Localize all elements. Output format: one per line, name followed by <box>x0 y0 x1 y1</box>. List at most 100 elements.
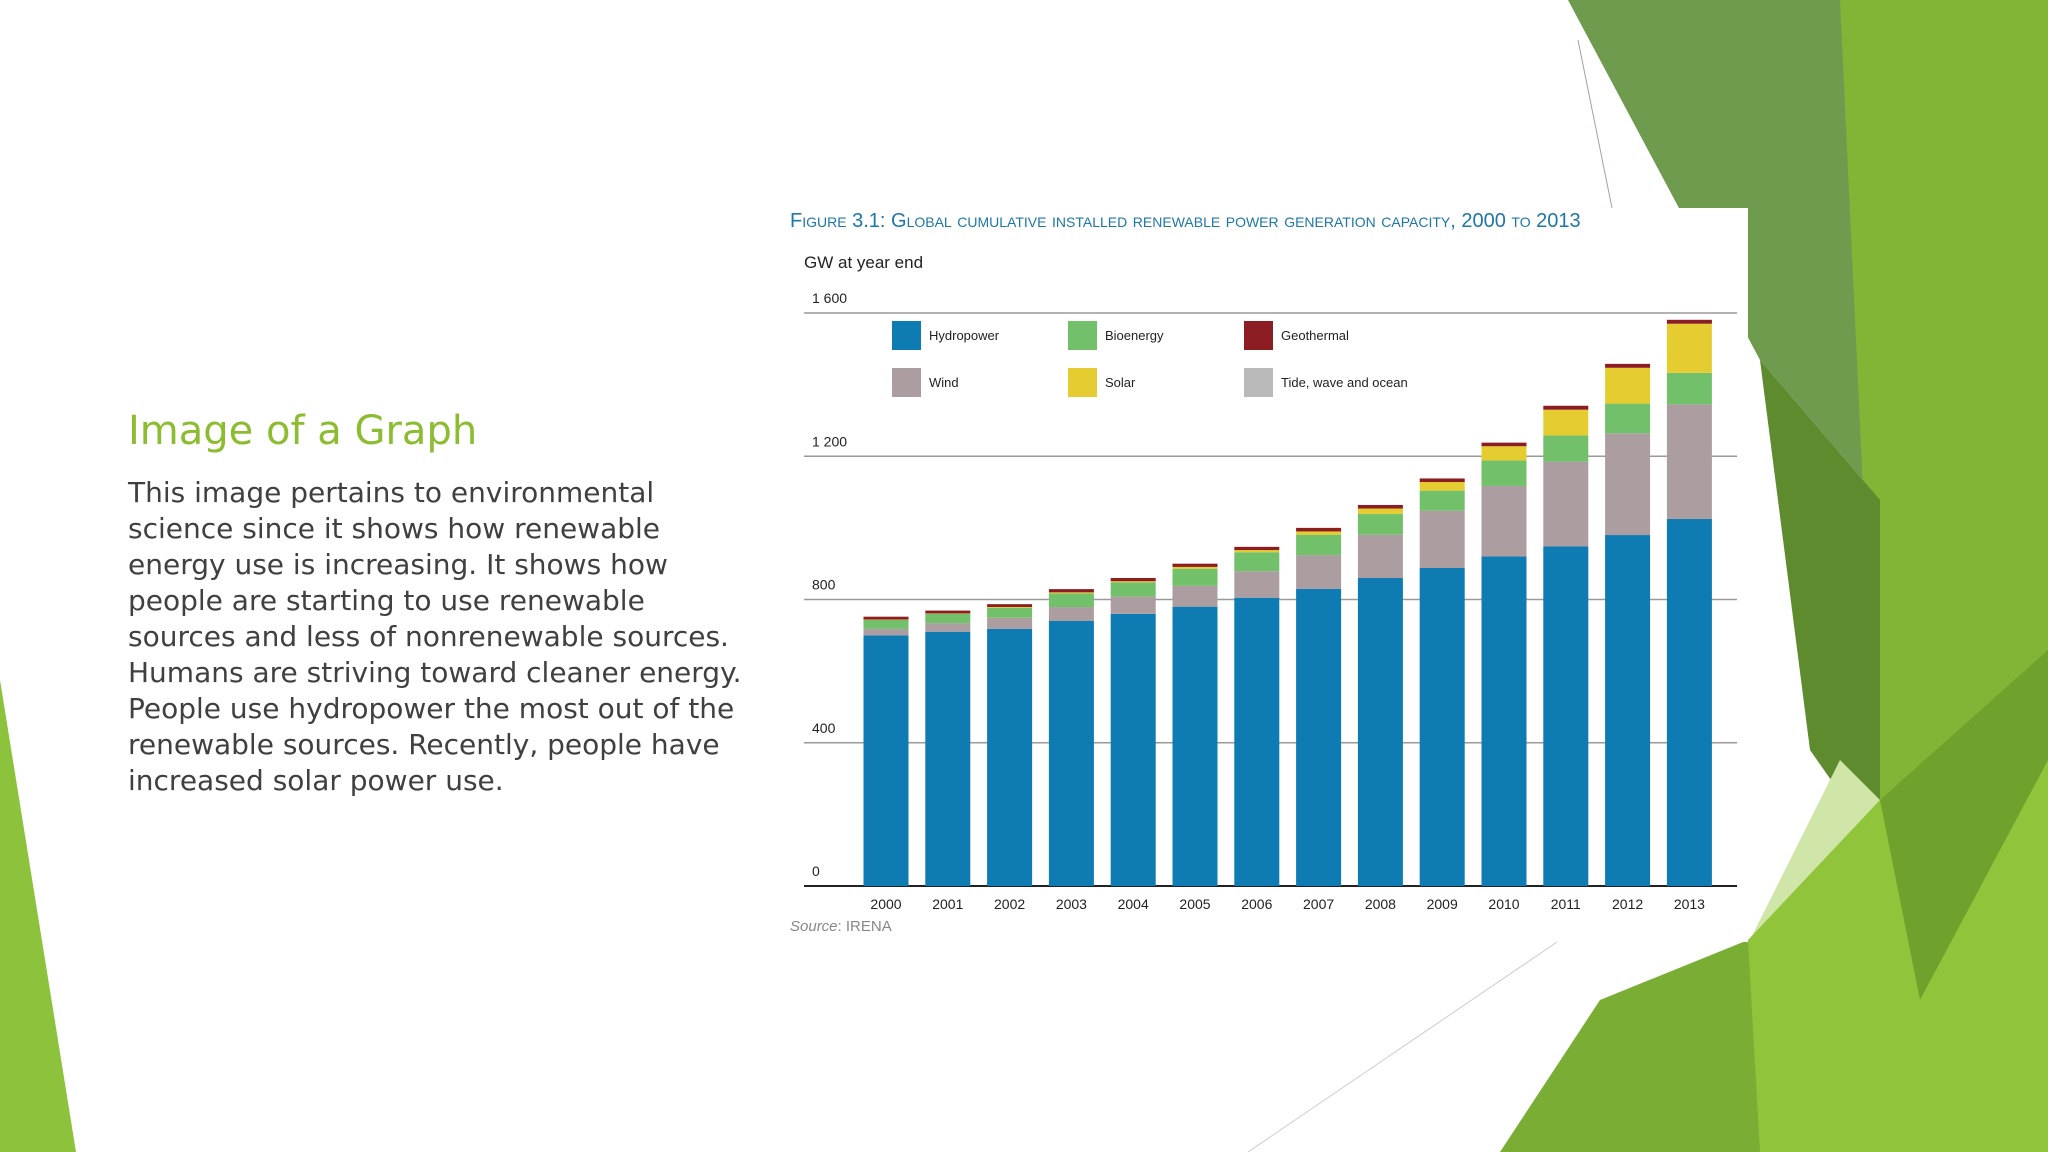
slide-title: Image of a Graph <box>128 408 478 454</box>
bar-wind-2003 <box>1048 607 1094 621</box>
y-tick-label-0: 0 <box>812 863 820 879</box>
x-tick-label-2009: 2009 <box>1427 896 1458 912</box>
legend-item-tide: Tide, wave and ocean <box>1244 367 1408 397</box>
legend-item-geothermal: Geothermal <box>1244 320 1349 350</box>
x-tick-label-2010: 2010 <box>1488 896 1519 912</box>
bar-geothermal-2008 <box>1357 504 1403 509</box>
bar-solar-2008 <box>1357 508 1403 514</box>
bar-hydropower-2003 <box>1048 620 1094 886</box>
right-facet-mid <box>1500 940 1760 1152</box>
left-green-facet <box>0 680 76 1152</box>
bar-hydropower-2012 <box>1605 535 1651 886</box>
bar-geothermal-2004 <box>1110 578 1156 582</box>
bar-solar-2007 <box>1296 531 1342 535</box>
right-facet-main <box>1840 0 2048 850</box>
bar-hydropower-2002 <box>987 628 1033 886</box>
legend-item-hydropower: Hydropower <box>892 320 999 350</box>
bar-bioenergy-2003 <box>1048 593 1094 608</box>
source-value: : IRENA <box>837 918 892 935</box>
bar-wind-2006 <box>1234 571 1280 598</box>
legend-label-geothermal: Geothermal <box>1281 327 1349 343</box>
bar-hydropower-2005 <box>1172 606 1218 886</box>
legend-item-bioenergy: Bioenergy <box>1068 320 1164 350</box>
bar-solar-2012 <box>1605 367 1651 404</box>
bar-solar-2003 <box>1048 592 1094 594</box>
legend-label-wind: Wind <box>929 374 959 390</box>
bar-solar-2004 <box>1110 581 1156 583</box>
legend-swatch-tide <box>1244 367 1273 397</box>
bar-bioenergy-2000 <box>863 619 909 629</box>
bar-hydropower-2010 <box>1481 556 1527 886</box>
bar-bioenergy-2009 <box>1419 490 1465 511</box>
bar-solar-2006 <box>1234 550 1280 553</box>
x-tick-label-2008: 2008 <box>1365 896 1396 912</box>
x-tick-label-2012: 2012 <box>1612 896 1643 912</box>
legend-label-tide: Tide, wave and ocean <box>1281 374 1408 390</box>
bar-solar-2002 <box>987 607 1033 608</box>
slide-body-text: This image pertains to environmental sci… <box>128 476 742 797</box>
bar-hydropower-2004 <box>1110 613 1156 886</box>
bar-geothermal-2006 <box>1234 546 1280 551</box>
decor-line-2 <box>1247 939 1561 1152</box>
bar-hydropower-2011 <box>1543 546 1589 886</box>
legend-swatch-geothermal <box>1244 320 1273 350</box>
bar-solar-2010 <box>1481 446 1527 461</box>
x-tick-label-2006: 2006 <box>1241 896 1272 912</box>
legend-swatch-solar <box>1068 367 1097 397</box>
bar-hydropower-2000 <box>863 635 909 886</box>
bar-solar-2011 <box>1543 409 1589 436</box>
bar-bioenergy-2013 <box>1666 372 1712 405</box>
bar-geothermal-2007 <box>1296 527 1342 532</box>
bar-bioenergy-2011 <box>1543 435 1589 462</box>
bar-bioenergy-2002 <box>987 607 1033 618</box>
decor-line-1 <box>1577 39 1613 209</box>
bar-bioenergy-2008 <box>1357 513 1403 535</box>
figure-panel: 0 400 800 1 200 1 600 2000 2001 2002 2003 2004 200… <box>776 208 1748 942</box>
bar-wind-2002 <box>987 617 1033 629</box>
bar-geothermal-2010 <box>1481 442 1527 447</box>
right-facet-deep <box>1760 360 1880 850</box>
figure-title: Figure 3.1: Global cumulative installed … <box>790 210 1581 232</box>
legend-label-hydropower: Hydropower <box>929 327 1000 343</box>
bar-geothermal-2011 <box>1543 405 1589 410</box>
bar-wind-2007 <box>1296 555 1342 589</box>
y-tick-label-800: 800 <box>812 577 836 593</box>
x-tick-label-2002: 2002 <box>994 896 1025 912</box>
bar-solar-2005 <box>1172 566 1218 569</box>
legend-item-wind: Wind <box>892 367 959 397</box>
legend-label-bioenergy: Bioenergy <box>1105 327 1164 343</box>
bar-bioenergy-2001 <box>925 613 971 624</box>
bar-solar-2013 <box>1666 323 1712 373</box>
x-tick-label-2011: 2011 <box>1551 896 1581 912</box>
y-tick-label-1600: 1 600 <box>812 290 847 306</box>
bar-wind-2001 <box>925 623 971 632</box>
x-tick-label-2013: 2013 <box>1674 896 1705 912</box>
x-tick-label-2003: 2003 <box>1056 896 1087 912</box>
bar-hydropower-2009 <box>1419 567 1465 886</box>
y-axis-label: GW at year end <box>804 253 924 272</box>
x-tick-label-2001: 2001 <box>932 896 963 912</box>
x-tick-label-2007: 2007 <box>1303 896 1334 912</box>
bar-wind-2008 <box>1357 534 1403 579</box>
bar-bioenergy-2005 <box>1172 568 1218 586</box>
bar-geothermal-2003 <box>1048 589 1094 593</box>
bar-geothermal-2012 <box>1605 363 1651 368</box>
bar-bioenergy-2012 <box>1605 403 1651 434</box>
bar-geothermal-2001 <box>925 610 971 614</box>
legend-swatch-bioenergy <box>1068 320 1097 350</box>
legend-label-solar: Solar <box>1105 374 1136 390</box>
bar-hydropower-2001 <box>925 631 971 886</box>
legend-swatch-wind <box>892 367 921 397</box>
x-tick-label-2000: 2000 <box>870 896 901 912</box>
right-facet-shade <box>1880 650 2048 1000</box>
legend-item-solar: Solar <box>1068 367 1135 397</box>
bar-wind-2011 <box>1543 461 1589 547</box>
bar-geothermal-2009 <box>1419 478 1465 483</box>
bar-geothermal-2000 <box>863 616 909 620</box>
bar-wind-2010 <box>1481 485 1527 557</box>
bar-wind-2013 <box>1666 404 1712 519</box>
bar-hydropower-2006 <box>1234 597 1280 886</box>
